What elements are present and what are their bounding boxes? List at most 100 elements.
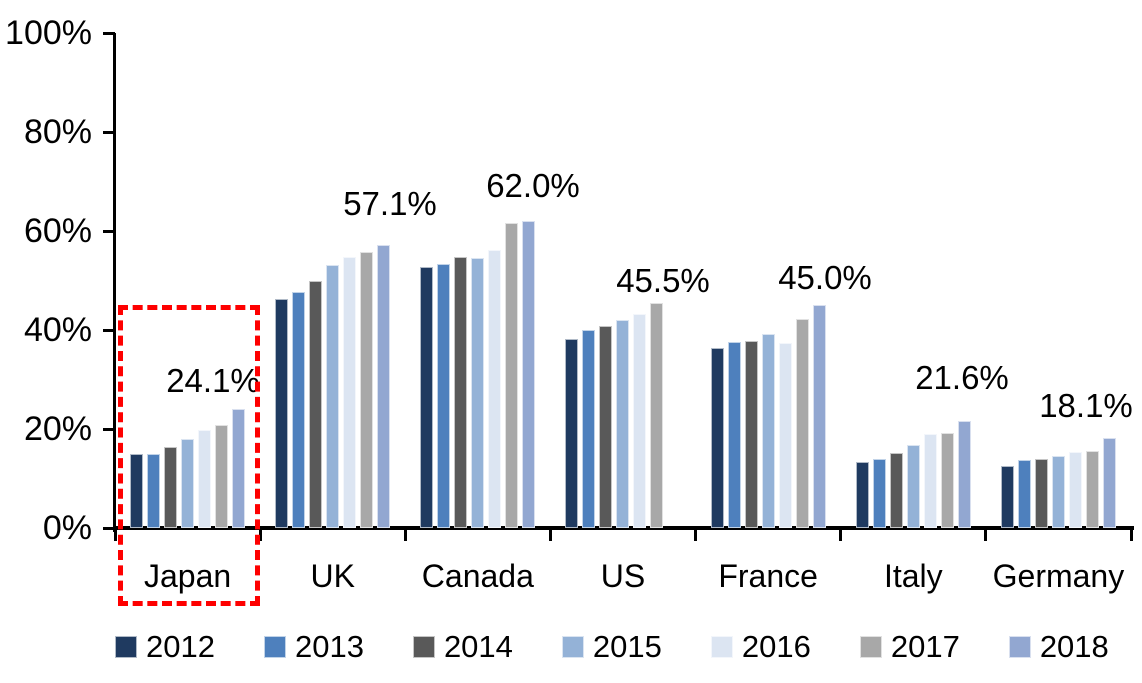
bar-italy-2018 xyxy=(957,421,971,528)
legend-item-2017: 2017 xyxy=(859,629,960,664)
bar-japan-2013 xyxy=(147,453,160,528)
y-axis-tick-label: 0% xyxy=(42,509,92,547)
legend-item-2013: 2013 xyxy=(263,629,364,664)
bar-france-2015 xyxy=(761,333,775,528)
y-axis-tick-label: 80% xyxy=(23,113,92,151)
bar-italy-2014 xyxy=(889,452,903,528)
legend: 2012 2013 2014 2015 2016 2017 2018 xyxy=(115,631,1109,662)
data-label: 45.0% xyxy=(778,259,872,296)
legend-label: 2015 xyxy=(592,629,662,664)
bar-germany-2014 xyxy=(1034,458,1048,528)
bar-canada-2012 xyxy=(420,266,434,528)
bar-uk-2017 xyxy=(360,251,374,528)
data-label: 45.5% xyxy=(616,262,710,299)
legend-item-2015: 2015 xyxy=(561,629,662,664)
data-label: 24.1% xyxy=(166,362,260,399)
data-label: 21.6% xyxy=(915,359,1009,396)
bar-japan-2017 xyxy=(215,425,228,528)
bar-italy-2013 xyxy=(872,458,886,528)
legend-swatch-icon xyxy=(263,635,286,658)
bar-france-2014 xyxy=(744,341,758,528)
bar-us-2015 xyxy=(616,320,630,528)
bar-uk-2016 xyxy=(343,256,357,528)
x-axis-tick-mark xyxy=(839,528,843,541)
legend-item-2014: 2014 xyxy=(412,629,513,664)
legend-swatch-icon xyxy=(561,635,584,658)
data-label: 57.1% xyxy=(343,185,437,222)
bar-uk-2013 xyxy=(292,292,306,528)
bar-uk-2015 xyxy=(326,264,340,528)
legend-label: 2013 xyxy=(294,629,364,664)
bar-italy-2015 xyxy=(906,445,920,528)
y-axis-tick-mark xyxy=(103,427,115,431)
legend-item-2012: 2012 xyxy=(115,631,215,662)
bar-italy-2012 xyxy=(855,462,869,528)
legend-label: 2018 xyxy=(1039,629,1109,664)
x-axis-tick-mark xyxy=(403,528,407,541)
bar-us-2016 xyxy=(633,313,647,528)
x-axis-tick-mark xyxy=(694,528,698,541)
bar-us-2012 xyxy=(565,338,579,528)
bar-us-2017 xyxy=(650,302,664,528)
bar-canada-2014 xyxy=(454,257,468,528)
category-label-france: France xyxy=(718,558,818,594)
bar-germany-2016 xyxy=(1068,452,1082,528)
x-axis-tick-mark xyxy=(1129,528,1133,541)
x-axis-tick-mark xyxy=(548,528,552,541)
y-axis-tick-mark xyxy=(103,328,115,332)
legend-swatch-icon xyxy=(115,635,137,658)
y-axis-tick-label: 40% xyxy=(23,311,92,349)
x-axis-tick-mark xyxy=(258,528,262,541)
bar-japan-2012 xyxy=(130,454,143,528)
legend-label: 2014 xyxy=(443,629,513,664)
bar-japan-2016 xyxy=(198,430,211,528)
bar-france-2012 xyxy=(710,348,724,528)
x-axis-tick-mark xyxy=(113,528,117,541)
bar-us-2013 xyxy=(582,330,596,528)
legend-label: 2012 xyxy=(146,629,215,664)
category-label-us: US xyxy=(600,558,646,594)
legend-label: 2016 xyxy=(741,629,811,664)
legend-item-2018: 2018 xyxy=(1008,629,1109,664)
legend-swatch-icon xyxy=(1008,635,1031,658)
category-label-germany: Germany xyxy=(992,558,1125,594)
legend-label: 2017 xyxy=(890,629,960,664)
highlight-rectangle-japan xyxy=(118,305,260,606)
bar-germany-2013 xyxy=(1017,460,1031,528)
legend-swatch-icon xyxy=(412,635,435,658)
bar-germany-2017 xyxy=(1085,450,1099,528)
bar-canada-2017 xyxy=(505,222,519,528)
bar-france-2018 xyxy=(812,305,826,528)
bar-us-2014 xyxy=(599,325,613,528)
y-axis-tick-label: 100% xyxy=(5,14,92,52)
y-axis-line xyxy=(113,33,116,532)
bar-japan-2015 xyxy=(181,438,194,528)
bar-france-2016 xyxy=(778,343,792,528)
data-label: 62.0% xyxy=(486,167,580,204)
bar-japan-2018 xyxy=(232,408,245,528)
bar-france-2017 xyxy=(795,319,809,528)
bar-uk-2012 xyxy=(275,298,289,528)
category-label-italy: Italy xyxy=(883,558,943,594)
bar-canada-2015 xyxy=(471,258,485,528)
y-axis-tick-mark xyxy=(103,526,115,530)
y-axis-tick-label: 60% xyxy=(23,212,92,250)
y-axis-tick-mark xyxy=(103,229,115,233)
bar-uk-2014 xyxy=(309,281,323,528)
x-axis-tick-mark xyxy=(984,528,988,541)
legend-item-2016: 2016 xyxy=(710,629,811,664)
y-axis-tick-mark xyxy=(103,31,115,35)
legend-swatch-icon xyxy=(710,635,733,658)
y-axis-tick-label: 20% xyxy=(23,410,92,448)
legend-swatch-icon xyxy=(859,635,882,658)
y-axis-tick-mark xyxy=(103,130,115,134)
bar-germany-2015 xyxy=(1051,456,1065,528)
bar-italy-2017 xyxy=(940,432,954,528)
bar-germany-2018 xyxy=(1102,438,1116,528)
bar-canada-2016 xyxy=(488,249,502,528)
bar-japan-2014 xyxy=(164,446,177,528)
category-label-uk: UK xyxy=(310,558,355,594)
bar-italy-2016 xyxy=(923,433,937,528)
bar-canada-2018 xyxy=(522,221,536,528)
data-label: 18.1% xyxy=(1039,387,1133,424)
